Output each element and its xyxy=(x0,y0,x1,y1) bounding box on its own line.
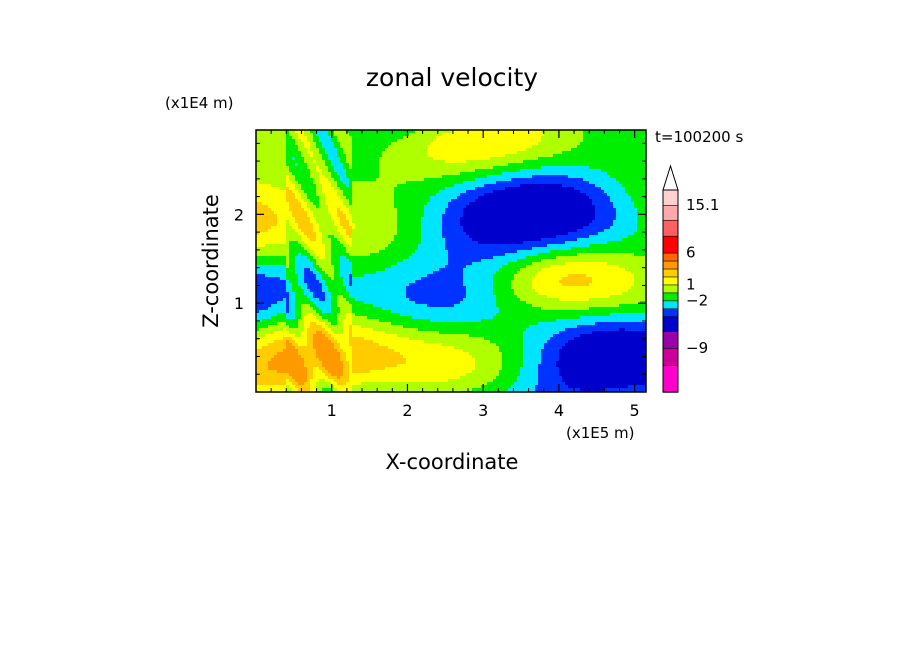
colorbar-segment xyxy=(662,204,679,221)
colorbar: 15.1 6 1−2 −9 xyxy=(662,164,719,393)
colorbar-segment xyxy=(662,300,679,310)
colorbar-segment xyxy=(662,268,679,278)
x-unit-label: (x1E5 m) xyxy=(566,424,635,442)
y-tick-label: 1 xyxy=(234,294,244,313)
colorbar-segment xyxy=(662,364,679,393)
colorbar-segment xyxy=(662,347,679,366)
colorbar-segment xyxy=(662,316,679,333)
y-axis: 12 xyxy=(234,142,646,375)
x-tick-label: 1 xyxy=(327,401,337,420)
x-axis-label: X-coordinate xyxy=(386,450,519,474)
colorbar-extend-max xyxy=(662,164,679,191)
colorbar-segment xyxy=(662,252,679,262)
colorbar-segment xyxy=(662,331,679,349)
colorbar-segment xyxy=(662,284,679,294)
colorbar-tick-label: −9 xyxy=(686,339,708,357)
x-tick-label: 2 xyxy=(402,401,412,420)
y-axis-label: Z-coordinate xyxy=(199,194,223,328)
colorbar-segment xyxy=(662,308,679,318)
colorbar-segment xyxy=(662,219,679,237)
plot-frame xyxy=(255,129,647,393)
contour-field xyxy=(256,130,646,392)
colorbar-frame xyxy=(662,189,679,393)
colorbar-segment xyxy=(662,276,679,286)
x-axis: 1 2 3 4 5 xyxy=(270,130,640,420)
x-tick-label: 4 xyxy=(554,401,564,420)
y-unit-label: (x1E4 m) xyxy=(165,94,234,112)
y-tick-label: 2 xyxy=(234,205,244,224)
chart-title: zonal velocity xyxy=(366,63,538,92)
colorbar-segment xyxy=(662,235,679,254)
colorbar-tick-label: 6 xyxy=(686,244,696,262)
time-label: t=100200 s xyxy=(655,128,743,146)
colorbar-segment xyxy=(662,260,679,270)
x-tick-label: 5 xyxy=(630,401,640,420)
x-tick-label: 3 xyxy=(478,401,488,420)
colorbar-segment xyxy=(662,189,679,206)
colorbar-tick-label: 1 xyxy=(686,276,696,294)
colorbar-segment xyxy=(662,292,679,302)
colorbar-tick-label: −2 xyxy=(686,291,708,309)
colorbar-tick-label: 15.1 xyxy=(686,196,719,214)
